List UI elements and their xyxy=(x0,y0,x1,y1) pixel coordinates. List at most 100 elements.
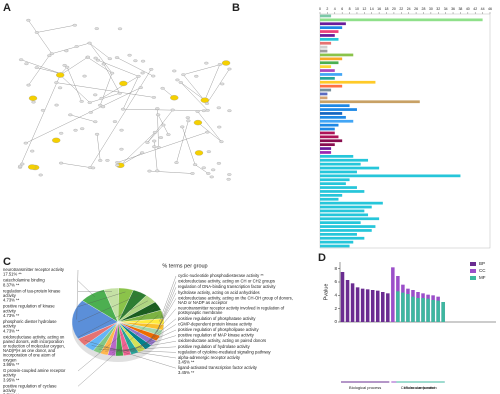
y-tick-label: 4 xyxy=(334,293,337,298)
bar xyxy=(426,298,430,322)
network-edge xyxy=(70,114,96,122)
network-node xyxy=(100,105,106,109)
x-tick-label: 40 xyxy=(466,7,470,11)
network-node xyxy=(64,49,69,53)
network-node xyxy=(64,65,70,69)
pie-value-label: 3.45% ** xyxy=(178,370,195,375)
network-edge xyxy=(147,124,164,143)
network-node xyxy=(73,128,78,132)
bar xyxy=(320,84,343,88)
bar xyxy=(320,73,343,76)
network-edge xyxy=(103,63,120,94)
leader-line xyxy=(133,324,177,351)
network-node xyxy=(170,95,179,101)
network-node xyxy=(119,80,128,87)
bar xyxy=(320,30,339,33)
bar xyxy=(355,287,360,322)
x-tick-label: 46 xyxy=(488,7,492,11)
bar xyxy=(441,302,445,322)
network-node xyxy=(136,74,141,78)
network-node xyxy=(119,128,124,132)
network-node xyxy=(227,173,232,176)
network-node xyxy=(56,72,65,78)
network-edge xyxy=(21,59,62,74)
bar xyxy=(320,108,357,111)
leader-line xyxy=(77,280,95,297)
network-node xyxy=(114,56,120,59)
y-axis-title: Pvalue xyxy=(323,284,329,301)
network-node xyxy=(72,23,77,27)
network-node xyxy=(140,71,145,75)
bar xyxy=(320,22,346,26)
network-node xyxy=(74,45,79,48)
y-tick-label: 8 xyxy=(334,266,337,271)
pie-label: cGMP-dependent protein kinase activity xyxy=(178,322,253,327)
pie-label: positive regulation of MAP kinase activi… xyxy=(178,333,255,338)
network-node xyxy=(206,172,211,175)
network-edge xyxy=(89,42,110,59)
bar xyxy=(320,193,343,197)
bar xyxy=(320,76,335,80)
pie-label: G protein-coupled amine receptor activit… xyxy=(3,368,67,378)
network xyxy=(17,18,232,181)
pie-value-label: 4.73% ** xyxy=(3,298,20,303)
network-node xyxy=(155,113,161,117)
network-node xyxy=(172,69,177,73)
pie-label: ligand-activated transcription factor ac… xyxy=(178,365,258,370)
leader-line xyxy=(112,341,177,353)
network-edge xyxy=(197,122,222,142)
bar xyxy=(320,201,383,205)
network-node xyxy=(206,150,212,154)
bar xyxy=(320,18,483,22)
bar xyxy=(320,225,376,228)
network-node xyxy=(181,73,186,77)
bar xyxy=(320,166,380,170)
network-edge xyxy=(60,74,90,103)
network-node xyxy=(190,172,195,175)
network-node xyxy=(158,136,164,139)
network-node xyxy=(149,68,154,71)
network-edge xyxy=(56,82,154,98)
x-tick-label: 26 xyxy=(414,7,418,11)
bar xyxy=(320,221,361,225)
x-tick-label: 8 xyxy=(349,7,351,11)
network-node xyxy=(201,109,207,113)
network-node xyxy=(19,58,24,62)
bar xyxy=(320,229,372,232)
leader-line xyxy=(91,345,177,359)
network-edge xyxy=(204,64,221,101)
network-node xyxy=(94,27,99,30)
bar xyxy=(375,290,380,322)
bar xyxy=(320,190,365,193)
network-node xyxy=(204,61,209,65)
x-tick-label: 28 xyxy=(422,7,426,11)
network-edge xyxy=(28,55,50,86)
pie-value-label: 3.45% ** xyxy=(178,360,195,365)
leader-line xyxy=(84,340,177,369)
leader-line xyxy=(139,318,177,349)
bar xyxy=(320,69,335,72)
network-edge xyxy=(60,57,88,76)
network-node xyxy=(30,149,35,153)
leader-line xyxy=(154,292,177,337)
network-node xyxy=(94,132,100,136)
bar xyxy=(431,300,435,322)
network-edge xyxy=(120,152,143,166)
network-node xyxy=(155,169,160,173)
network-node xyxy=(24,62,29,66)
network-node xyxy=(117,91,122,95)
bar xyxy=(320,92,328,96)
y-tick-label: 2 xyxy=(334,306,337,311)
bar xyxy=(320,174,461,178)
network-node xyxy=(54,103,59,107)
pie-label: positive regulation of hydrolase activit… xyxy=(178,344,251,349)
network-node xyxy=(105,159,110,162)
bar xyxy=(396,291,400,322)
network-node xyxy=(38,173,43,177)
network-edge xyxy=(25,87,141,144)
network-node xyxy=(186,119,191,123)
legend-label: MF xyxy=(479,275,486,280)
pie-label: positive regulation of phospholipase act… xyxy=(178,327,259,332)
network-node xyxy=(185,116,190,120)
network-node xyxy=(115,163,120,167)
